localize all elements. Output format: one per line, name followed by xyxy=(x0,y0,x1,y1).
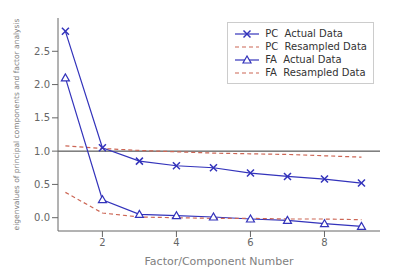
html-text:FA Actual Data: FA Actual Data xyxy=(265,54,342,65)
svg-text:0.0: 0.0 xyxy=(34,212,50,223)
svg-text:2.5: 2.5 xyxy=(34,46,50,57)
html-text:PC Resampled Data: PC Resampled Data xyxy=(265,41,367,52)
svg-text:eigenvalues of principal compo: eigenvalues of principal components and … xyxy=(12,18,21,230)
svg-text:0.5: 0.5 xyxy=(34,179,50,190)
svg-text:2.0: 2.0 xyxy=(34,79,50,90)
svg-text:8: 8 xyxy=(321,237,327,248)
html-text:FA Resampled Data: FA Resampled Data xyxy=(265,67,366,78)
svg-text:1.5: 1.5 xyxy=(34,112,50,123)
svg-text:Factor/Component Number: Factor/Component Number xyxy=(145,255,294,268)
svg-text:1.0: 1.0 xyxy=(34,146,50,157)
html-text:PC Actual Data: PC Actual Data xyxy=(265,28,343,39)
svg-text:6: 6 xyxy=(247,237,253,248)
svg-text:4: 4 xyxy=(173,237,179,248)
svg-text:2: 2 xyxy=(99,237,105,248)
